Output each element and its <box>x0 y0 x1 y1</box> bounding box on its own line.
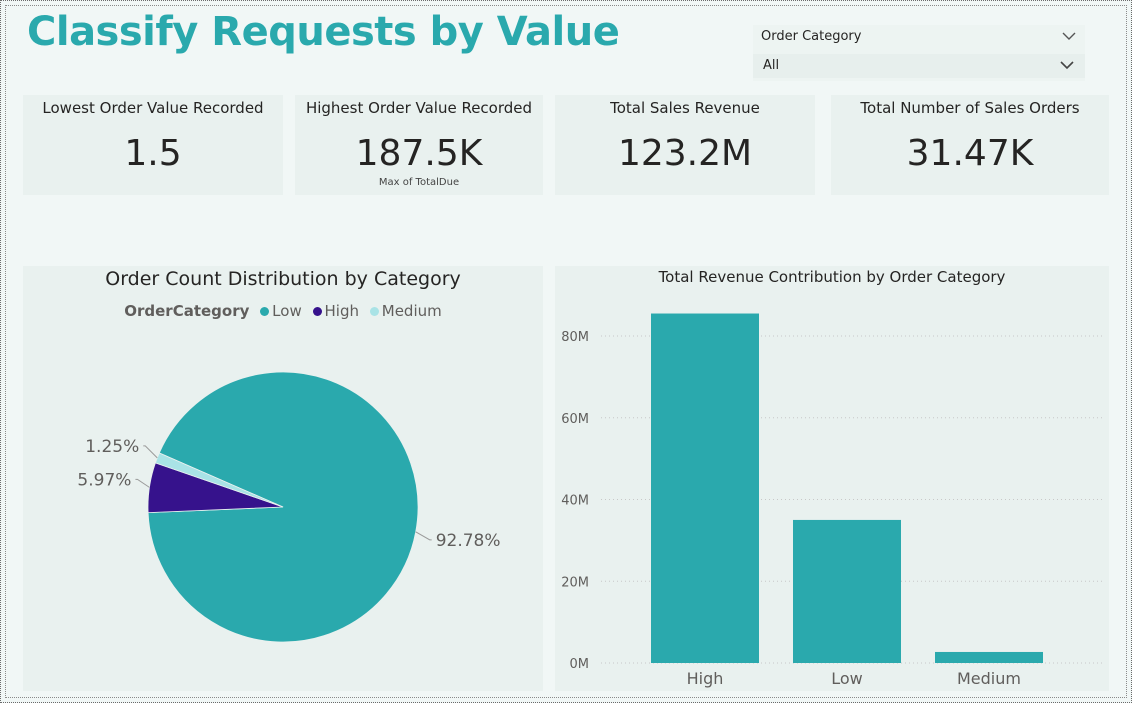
legend-item-high[interactable]: High <box>324 302 359 320</box>
slicer-selected-value: All <box>763 58 780 73</box>
bar-ytick-label: 0M <box>570 657 590 672</box>
pie-leader-line <box>135 478 150 488</box>
bar-xtick-label: Low <box>831 669 863 688</box>
card-value: 187.5K <box>355 133 483 174</box>
slicer-label: Order Category <box>761 29 862 44</box>
pie-slice-medium[interactable] <box>154 452 284 508</box>
card-lowest-order-value[interactable]: Lowest Order Value Recorded 1.5 <box>23 95 283 195</box>
card-label: Total Sales Revenue <box>610 99 760 117</box>
slicer-dropdown[interactable]: All <box>753 54 1085 78</box>
bar-chart: 0M 20M 40M 60M 80M High Low Medium <box>561 313 1105 688</box>
legend-swatch-high <box>312 307 322 316</box>
bar-ytick-label: 20M <box>561 575 589 590</box>
bar-xtick-label: High <box>687 669 724 688</box>
card-total-sales-revenue[interactable]: Total Sales Revenue 123.2M <box>555 95 815 195</box>
pie-leader-line <box>143 445 158 459</box>
card-highest-order-value[interactable]: Highest Order Value Recorded 187.5K Max … <box>295 95 543 195</box>
card-label: Lowest Order Value Recorded <box>42 99 264 117</box>
bar-xtick-label: Medium <box>957 669 1021 688</box>
bar-ytick-label: 40M <box>561 494 589 509</box>
pie-legend: OrderCategory Low High Medium <box>23 302 543 320</box>
pie-leader-line <box>415 531 432 541</box>
bar-medium[interactable] <box>935 651 1043 663</box>
card-subtitle: Max of TotalDue <box>378 177 460 188</box>
card-value: 31.47K <box>906 133 1034 174</box>
bar-low[interactable] <box>793 519 901 663</box>
pie-chart-panel[interactable]: Order Count Distribution by Category Ord… <box>23 266 543 691</box>
bar-high[interactable] <box>651 313 759 663</box>
pie-label-low: 92.78% <box>436 531 501 551</box>
legend-item-low[interactable]: Low <box>272 302 302 320</box>
card-total-sales-orders[interactable]: Total Number of Sales Orders 31.47K <box>831 95 1109 195</box>
bar-ytick-label: 80M <box>561 330 589 345</box>
legend-title: OrderCategory <box>124 302 250 320</box>
chevron-down-icon[interactable] <box>1059 59 1075 71</box>
legend-swatch-medium <box>369 307 379 316</box>
card-label: Total Number of Sales Orders <box>860 99 1080 117</box>
pie-label-medium: 1.25% <box>85 437 139 457</box>
pie-label-high: 5.97% <box>77 470 131 490</box>
page-title: Classify Requests by Value <box>27 9 620 55</box>
chevron-down-icon[interactable] <box>1061 30 1077 42</box>
order-category-slicer[interactable]: Order Category All <box>753 25 1085 81</box>
bar-chart-title: Total Revenue Contribution by Order Cate… <box>658 268 1006 286</box>
bar-ytick-label: 60M <box>561 412 589 427</box>
pie-chart: 92.78% 5.97% 1.25% <box>77 371 501 643</box>
bar-chart-panel[interactable]: Total Revenue Contribution by Order Cate… <box>555 266 1109 691</box>
legend-swatch-low <box>260 307 270 316</box>
pie-chart-title: Order Count Distribution by Category <box>105 268 461 290</box>
card-label: Highest Order Value Recorded <box>305 99 533 117</box>
card-value: 1.5 <box>124 133 182 174</box>
card-value: 123.2M <box>617 133 753 174</box>
legend-item-medium[interactable]: Medium <box>381 302 442 320</box>
